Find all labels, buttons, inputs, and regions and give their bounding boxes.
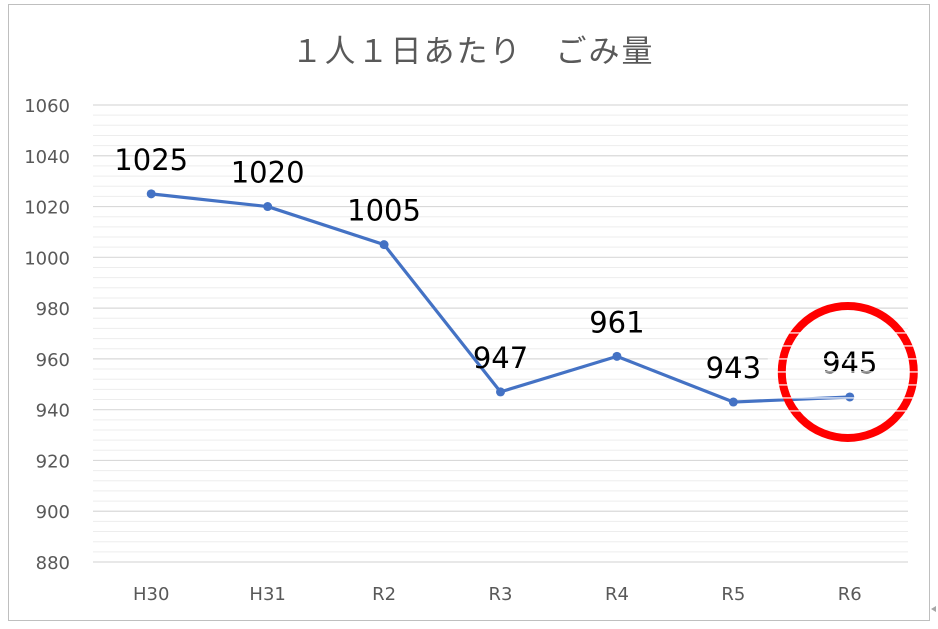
x-tick-label: R4 [605,584,629,605]
y-tick-label: 900 [36,502,70,523]
data-point [146,189,156,199]
series-line [146,189,855,407]
data-labels: 1025 1020 1005 947 961 943 945 [114,143,877,385]
chart-title: １人１日あたり ごみ量 [292,34,655,70]
data-point [612,351,622,361]
x-tick-label: H31 [249,584,285,605]
chart-frame [8,4,930,621]
y-tick-label: 940 [36,401,70,422]
data-point [845,392,855,402]
data-point [379,240,389,250]
x-tick-label: R3 [489,584,513,605]
resize-handle-icon [931,606,936,612]
data-point [728,397,738,407]
x-axis: H30 H31 R2 R3 R4 R5 R6 [133,584,862,605]
data-label: 945 [822,346,877,380]
y-tick-label: 1040 [24,147,70,168]
y-tick-label: 1000 [24,248,70,269]
y-tick-label: 1020 [24,198,70,219]
data-label: 961 [589,305,644,339]
data-label: 1025 [114,143,188,177]
y-tick-label: 980 [36,299,70,320]
gridlines [93,104,908,563]
data-label: 943 [706,351,761,385]
y-tick-label: 960 [36,350,70,371]
y-tick-label: 1060 [24,96,70,117]
y-tick-label: 880 [36,553,70,574]
highlight-circle [767,301,928,442]
data-label: 1020 [231,156,305,190]
x-tick-label: H30 [133,584,169,605]
data-label: 947 [473,341,528,375]
y-tick-label: 920 [36,451,70,472]
data-label: 1005 [347,194,421,228]
data-point [263,202,273,212]
x-tick-label: R2 [372,584,396,605]
y-axis: 880 900 920 940 960 980 1000 1020 1040 1060 [24,96,70,574]
x-tick-label: R6 [838,584,862,605]
x-tick-label: R5 [721,584,745,605]
data-point [496,387,505,397]
